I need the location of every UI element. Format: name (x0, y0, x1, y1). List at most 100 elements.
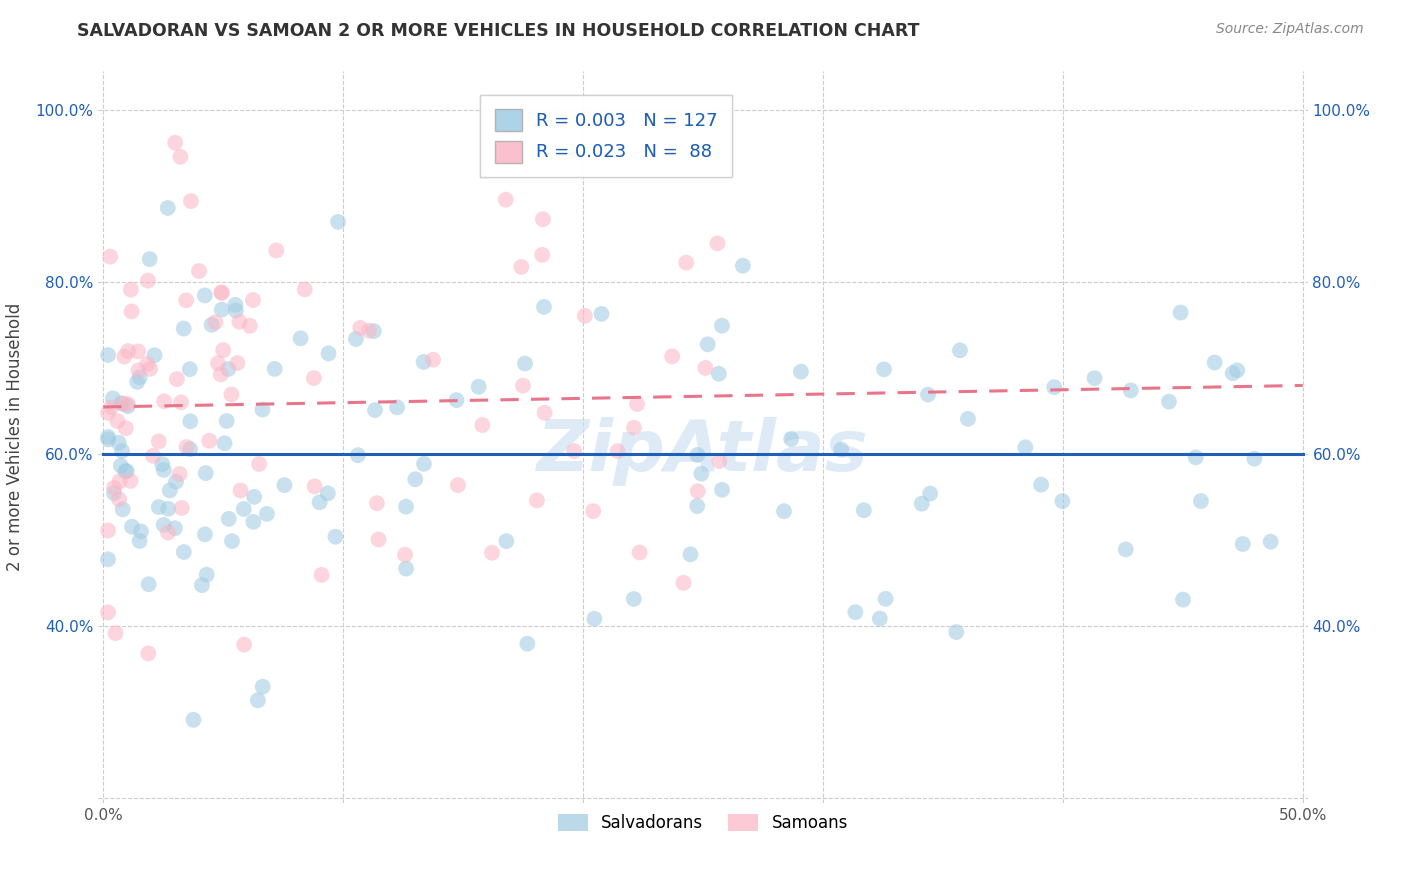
Point (191, 578, 214, 592)
Point (533, 406, 555, 420)
Point (679, 547, 702, 561)
Point (773, 504, 796, 518)
Point (574, 309, 596, 323)
Point (217, 362, 239, 376)
Point (114, 464, 136, 478)
Point (273, 478, 295, 492)
Point (138, 577, 160, 591)
Point (212, 343, 235, 358)
Point (394, 548, 416, 562)
Point (247, 457, 270, 471)
Point (129, 524, 152, 539)
Point (325, 530, 347, 544)
Point (364, 403, 387, 417)
Text: Source: ZipAtlas.com: Source: ZipAtlas.com (1216, 22, 1364, 37)
Point (173, 321, 195, 335)
Point (623, 591, 645, 606)
Point (232, 502, 254, 516)
Point (956, 412, 979, 426)
Point (148, 434, 170, 449)
Point (121, 304, 143, 318)
Point (170, 395, 193, 409)
Point (179, 362, 201, 376)
Point (945, 625, 967, 640)
Point (412, 355, 434, 369)
Point (344, 332, 367, 346)
Point (156, 201, 179, 215)
Point (1043, 380, 1066, 394)
Point (194, 466, 217, 480)
Point (707, 367, 730, 381)
Point (148, 500, 170, 514)
Point (367, 533, 389, 547)
Point (446, 393, 468, 408)
Point (221, 534, 243, 549)
Point (672, 575, 695, 590)
Point (136, 647, 159, 661)
Point (686, 484, 709, 499)
Point (107, 414, 129, 428)
Point (153, 463, 176, 477)
Point (201, 318, 224, 332)
Point (104, 626, 127, 640)
Point (183, 713, 205, 727)
Point (318, 346, 340, 360)
Point (311, 568, 333, 582)
Point (127, 363, 149, 377)
Point (229, 483, 252, 498)
Point (911, 497, 934, 511)
Point (308, 495, 330, 509)
Point (120, 283, 142, 297)
Point (211, 285, 233, 300)
Point (226, 356, 249, 370)
Point (366, 496, 388, 510)
Point (195, 567, 218, 582)
Point (225, 303, 247, 318)
Point (218, 512, 240, 526)
Point (117, 399, 139, 413)
Point (179, 414, 201, 428)
Point (224, 298, 246, 312)
Point (239, 318, 262, 333)
Point (180, 194, 202, 208)
Point (214, 436, 236, 450)
Point (263, 362, 285, 376)
Point (97, 430, 120, 444)
Point (117, 397, 139, 411)
Point (170, 500, 193, 515)
Point (100, 400, 122, 414)
Point (1052, 494, 1074, 508)
Point (1171, 592, 1194, 607)
Point (127, 344, 149, 359)
Point (706, 236, 728, 251)
Point (246, 693, 269, 707)
Point (1184, 450, 1206, 465)
Point (582, 504, 605, 518)
Text: ZipAtlas: ZipAtlas (537, 417, 869, 486)
Point (243, 490, 266, 504)
Point (711, 318, 734, 333)
Point (112, 350, 135, 364)
Point (159, 483, 181, 498)
Y-axis label: 2 or more Vehicles in Household: 2 or more Vehicles in Household (7, 303, 24, 571)
Point (395, 500, 418, 514)
Point (395, 561, 418, 575)
Point (153, 394, 176, 409)
Point (294, 282, 316, 296)
Point (780, 432, 803, 446)
Point (121, 520, 143, 534)
Point (264, 244, 287, 258)
Point (583, 612, 606, 626)
Point (623, 421, 645, 435)
Point (533, 300, 555, 314)
Point (150, 457, 173, 471)
Point (156, 525, 179, 540)
Point (696, 337, 718, 351)
Point (1232, 537, 1254, 551)
Point (117, 344, 139, 359)
Point (516, 637, 538, 651)
Point (252, 402, 274, 417)
Point (228, 315, 250, 329)
Point (97, 606, 120, 620)
Point (1014, 440, 1036, 454)
